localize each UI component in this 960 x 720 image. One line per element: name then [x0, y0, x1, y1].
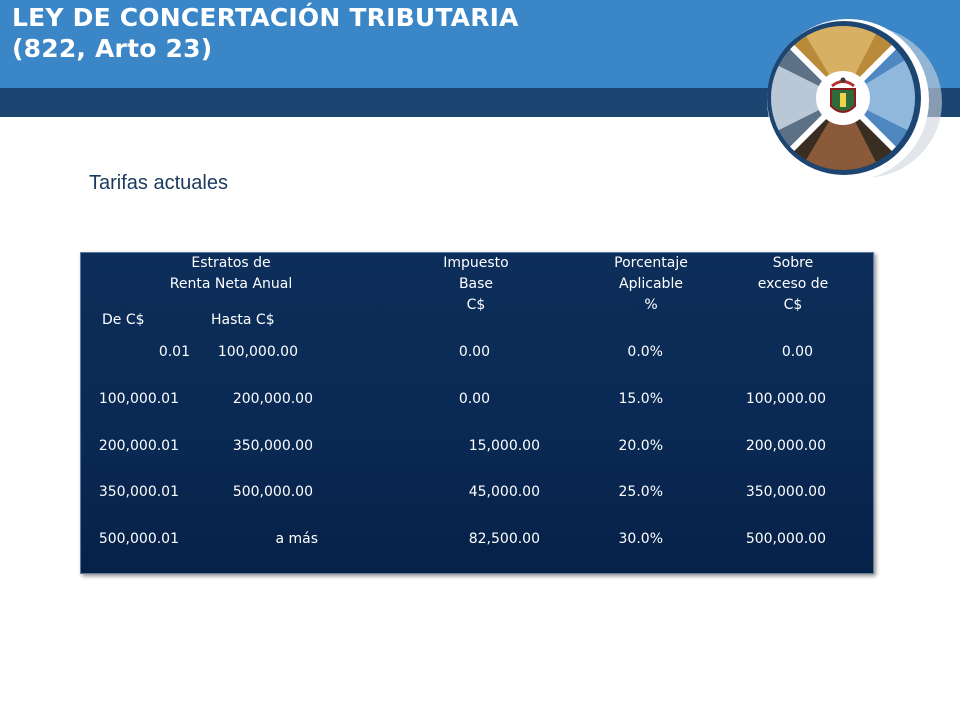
header-sobre-line2: exceso de: [757, 276, 829, 292]
cell-impuesto: 82,500.00: [468, 531, 540, 547]
header-estratos-line1: Estratos de: [191, 255, 271, 271]
header-sobre-line3: C$: [783, 297, 803, 313]
header-estratos: Estratos de Renta Neta Anual: [131, 253, 331, 295]
slide-title-line2: (822, Arto 23): [12, 34, 213, 63]
cell-hasta: 500,000.00: [232, 484, 313, 500]
cell-sobre: 350,000.00: [745, 484, 826, 500]
slide-title: LEY DE CONCERTACIÓN TRIBUTARIA (822, Art…: [12, 2, 519, 64]
tax-rate-table: Estratos de Renta Neta Anual De C$ Hasta…: [80, 252, 874, 574]
subtitle: Tarifas actuales: [89, 172, 228, 194]
header-impuesto-line3: C$: [466, 297, 486, 313]
cell-de: 350,000.01: [98, 484, 179, 500]
header-impuesto: Impuesto Base C$: [406, 253, 546, 316]
header-hasta: Hasta C$: [211, 312, 275, 328]
cell-de: 100,000.01: [98, 391, 179, 407]
cell-sobre: 500,000.00: [745, 531, 826, 547]
cell-de: 200,000.01: [98, 438, 179, 454]
cell-porcentaje: 20.0%: [618, 438, 663, 454]
cell-de: 0.01: [158, 344, 190, 360]
institution-emblem-icon: [767, 19, 942, 181]
header-porcentaje-line1: Porcentaje: [614, 255, 688, 271]
cell-porcentaje: 0.0%: [627, 344, 663, 360]
header-estratos-line2: Renta Neta Anual: [169, 276, 293, 292]
cell-sobre: 100,000.00: [745, 391, 826, 407]
cell-impuesto: 45,000.00: [468, 484, 540, 500]
cell-impuesto: 0.00: [458, 344, 490, 360]
cell-hasta: a más: [275, 531, 318, 547]
header-porcentaje: Porcentaje Aplicable %: [581, 253, 721, 316]
header-de: De C$: [102, 312, 145, 328]
cell-hasta: 350,000.00: [232, 438, 313, 454]
header-porcentaje-line3: %: [644, 297, 658, 313]
cell-porcentaje: 30.0%: [618, 531, 663, 547]
header-sobre: Sobre exceso de C$: [723, 253, 863, 316]
cell-de: 500,000.01: [98, 531, 179, 547]
header-porcentaje-line2: Aplicable: [619, 276, 683, 292]
header-impuesto-line1: Impuesto: [443, 255, 509, 271]
header-sobre-line1: Sobre: [772, 255, 814, 271]
cell-impuesto: 0.00: [458, 391, 490, 407]
cell-hasta: 200,000.00: [232, 391, 313, 407]
cell-sobre: 0.00: [781, 344, 813, 360]
cell-sobre: 200,000.00: [745, 438, 826, 454]
slide-title-line1: LEY DE CONCERTACIÓN TRIBUTARIA: [12, 3, 519, 32]
cell-hasta: 100,000.00: [217, 344, 298, 360]
cell-impuesto: 15,000.00: [468, 438, 540, 454]
header-impuesto-line2: Base: [458, 276, 494, 292]
cell-porcentaje: 15.0%: [618, 391, 663, 407]
cell-porcentaje: 25.0%: [618, 484, 663, 500]
